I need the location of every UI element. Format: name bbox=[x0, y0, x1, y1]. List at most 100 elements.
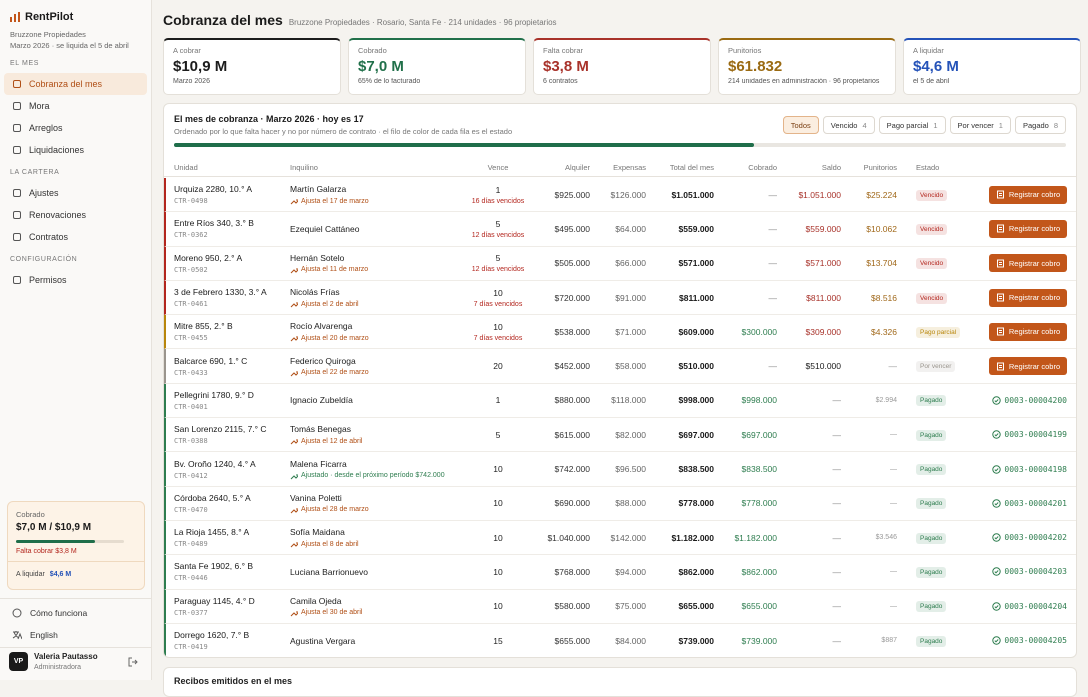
filter-button[interactable]: Todos bbox=[782, 116, 819, 134]
kpi-note: 6 contratos bbox=[543, 78, 578, 85]
register-button[interactable]: Registrar cobro bbox=[989, 219, 1067, 238]
due-day: 15 bbox=[493, 635, 503, 646]
tenant-cell: Ezequiel Cattáneo bbox=[290, 224, 464, 234]
nav-icon bbox=[13, 146, 21, 154]
filter-count: 1 bbox=[998, 120, 1003, 130]
table-row[interactable]: Paraguay 1145, 4.° D CTR-0377 Camila Ojeda… bbox=[164, 589, 1076, 624]
receipt-link[interactable]: 0003-00004201 bbox=[992, 499, 1067, 508]
due-day: 20 bbox=[493, 361, 503, 372]
unit-cell: Moreno 950, 2.° A CTR-0502 bbox=[174, 253, 290, 274]
nav-item[interactable]: Contratos bbox=[4, 226, 147, 248]
due-day: 10 bbox=[493, 566, 503, 577]
nav-item[interactable]: Cobranza del mes bbox=[4, 73, 147, 95]
paid: $697.000 bbox=[741, 429, 777, 440]
summary-missing: Falta cobrar $3,8 M bbox=[16, 548, 77, 555]
register-button[interactable]: Registrar cobro bbox=[989, 357, 1067, 376]
nav-icon bbox=[13, 276, 21, 284]
receipt-link[interactable]: 0003-00004200 bbox=[992, 396, 1067, 405]
table-row[interactable]: Bv. Oroño 1240, 4.° A CTR-0412 Malena Fica… bbox=[164, 452, 1076, 487]
register-button[interactable]: Registrar cobro bbox=[989, 254, 1067, 273]
kpi-note: el 5 de abril bbox=[913, 78, 950, 85]
table-row[interactable]: La Rioja 1455, 8.° A CTR-0489 Sofía Maidan… bbox=[164, 520, 1076, 556]
table-row[interactable]: Santa Fe 1902, 6.° B CTR-0446 Luciana Barr… bbox=[164, 555, 1076, 590]
contract-code: CTR-0362 bbox=[174, 231, 208, 240]
filter-button[interactable]: Pagado 8 bbox=[1014, 116, 1066, 134]
table-row[interactable]: Moreno 950, 2.° A CTR-0502 Hernán Sotelo Aj… bbox=[164, 246, 1076, 281]
receipt-link[interactable]: 0003-00004202 bbox=[992, 533, 1067, 542]
logout-icon[interactable] bbox=[128, 657, 138, 667]
rent: $505.000 bbox=[554, 258, 590, 269]
table-row[interactable]: Balcarce 690, 1.° C CTR-0433 Federico Quir… bbox=[164, 349, 1076, 384]
balance: — bbox=[832, 566, 842, 577]
due-cell: 10 bbox=[464, 464, 532, 474]
paid: $655.000 bbox=[741, 601, 777, 612]
filter-count: 8 bbox=[1053, 120, 1058, 130]
balance: — bbox=[832, 464, 842, 475]
filter-label: Vencido bbox=[830, 120, 858, 130]
due-day: 10 bbox=[493, 464, 503, 475]
action-cell: Registrar cobro bbox=[984, 185, 1067, 204]
lang-icon bbox=[12, 631, 22, 640]
table-row[interactable]: Dorrego 1620, 7.° B CTR-0419 Agustina Verg… bbox=[164, 623, 1076, 657]
help-link[interactable]: Cómo funciona bbox=[12, 608, 87, 618]
adjustment-text: Ajusta el 17 de marzo bbox=[301, 197, 369, 205]
due-day: 10 bbox=[493, 601, 503, 612]
status-badge: Pagado bbox=[916, 498, 947, 510]
tenant: Ignacio Zubeldía bbox=[290, 395, 353, 406]
nav-item[interactable]: Liquidaciones bbox=[4, 139, 147, 161]
check-icon bbox=[992, 567, 1002, 577]
register-button[interactable]: Registrar cobro bbox=[989, 288, 1067, 307]
filter-button[interactable]: Vencido 4 bbox=[822, 116, 875, 134]
receipt-link[interactable]: 0003-00004205 bbox=[992, 636, 1067, 645]
register-button[interactable]: Registrar cobro bbox=[989, 185, 1067, 204]
table-row[interactable]: Entre Ríos 340, 3.° B CTR-0362 Ezequiel Ca… bbox=[164, 212, 1076, 247]
receipt-link[interactable]: 0003-00004204 bbox=[992, 602, 1067, 611]
trend-icon bbox=[290, 611, 298, 617]
button-label: Registrar cobro bbox=[1008, 224, 1061, 234]
unit: Balcarce 690, 1.° C bbox=[174, 355, 248, 366]
summary-bar bbox=[16, 540, 124, 543]
doc-icon bbox=[996, 327, 1004, 336]
column-header: Total del mes bbox=[669, 163, 714, 172]
nav-item[interactable]: Renovaciones bbox=[4, 204, 147, 226]
nav-item[interactable]: Permisos bbox=[4, 269, 147, 291]
receipt-link[interactable]: 0003-00004199 bbox=[992, 430, 1067, 439]
kpi-label: A liquidar bbox=[913, 46, 944, 55]
filter-button[interactable]: Pago parcial 1 bbox=[878, 116, 946, 134]
table-row[interactable]: Córdoba 2640, 5.° A CTR-0470 Vanina Polett… bbox=[164, 486, 1076, 521]
kpi-card: Punitorios $61.832 214 unidades en adminis… bbox=[718, 38, 896, 95]
adjustment-text: Ajusta el 11 de marzo bbox=[301, 266, 369, 274]
filter-button[interactable]: Por vencer 1 bbox=[949, 116, 1011, 134]
column-header: Expensas bbox=[613, 163, 646, 172]
language-link[interactable]: English bbox=[12, 630, 58, 640]
register-button[interactable]: Registrar cobro bbox=[989, 322, 1067, 341]
table-row[interactable]: San Lorenzo 2115, 7.° C CTR-0388 Tomás Ben… bbox=[164, 418, 1076, 453]
balance: $510.000 bbox=[805, 361, 841, 372]
panel-title: El mes de cobranza · Marzo 2026 · hoy es… bbox=[174, 114, 364, 124]
action-cell: Registrar cobro bbox=[984, 219, 1067, 238]
column-header: Punitorios bbox=[863, 163, 897, 172]
contract-code: CTR-0461 bbox=[174, 300, 208, 309]
table-row[interactable]: Pellegrini 1780, 9.° D CTR-0401 Ignacio Zu… bbox=[164, 383, 1076, 419]
rent: $655.000 bbox=[554, 635, 590, 646]
nav-item[interactable]: Arreglos bbox=[4, 117, 147, 139]
unit-cell: Dorrego 1620, 7.° B CTR-0419 bbox=[174, 630, 290, 651]
table-row[interactable]: Urquiza 2280, 10.° A CTR-0498 Martín Galar… bbox=[164, 178, 1076, 213]
status-cell: Pagado bbox=[897, 497, 984, 510]
receipt-link[interactable]: 0003-00004203 bbox=[992, 567, 1067, 576]
table-row[interactable]: 3 de Febrero 1330, 3.° A CTR-0461 Nicolás … bbox=[164, 280, 1076, 316]
nav-item[interactable]: Mora bbox=[4, 95, 147, 117]
unit: Santa Fe 1902, 6.° B bbox=[174, 561, 254, 572]
penalty: $887 bbox=[881, 637, 897, 644]
column-header: Unidad bbox=[174, 163, 198, 172]
unit: Bv. Oroño 1240, 4.° A bbox=[174, 458, 256, 469]
penalty: $4.326 bbox=[871, 326, 897, 337]
rent: $742.000 bbox=[554, 464, 590, 475]
table-row[interactable]: Mitre 855, 2.° B CTR-0455 Rocío Alvarenga A… bbox=[164, 315, 1076, 350]
nav-item[interactable]: Ajustes bbox=[4, 182, 147, 204]
status-badge: Vencido bbox=[916, 223, 948, 235]
kpi-value: $61.832 bbox=[728, 58, 783, 75]
receipt-link[interactable]: 0003-00004198 bbox=[992, 465, 1067, 474]
check-icon bbox=[992, 533, 1002, 542]
brand[interactable]: RentPilot bbox=[10, 11, 73, 23]
